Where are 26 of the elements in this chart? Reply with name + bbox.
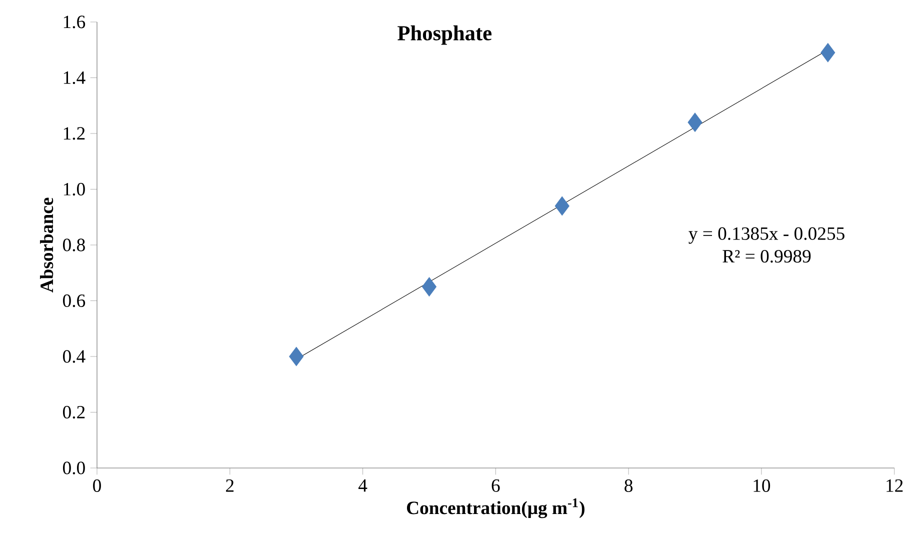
y-tick-label: 1.2 [64, 127, 85, 140]
y-axis-title: Absorbance [40, 198, 54, 293]
x-tick-label: 4 [358, 479, 368, 492]
y-tick-label: 1.4 [64, 71, 86, 84]
annotation: y = 0.1385x - 0.0255 [688, 227, 844, 244]
x-tick-label: 2 [226, 479, 234, 492]
point [422, 277, 436, 296]
y-tick-label: 0.4 [63, 350, 86, 363]
y-tick-label: 1.6 [64, 16, 86, 28]
y-tick-label: 0.2 [63, 406, 85, 419]
y-tick-label: 0.0 [63, 462, 85, 474]
y-tick-label: 1.0 [64, 182, 85, 196]
x-tick-label: 10 [754, 479, 770, 492]
annotation: R² = 0.9989 [722, 250, 811, 263]
x-tick-label: 6 [492, 479, 500, 492]
chart-title: Phosphate [398, 25, 492, 45]
point [820, 43, 836, 62]
point [289, 346, 304, 366]
point [554, 196, 570, 216]
x-tick-label: 0 [93, 479, 101, 492]
y-tick-label: 0.8 [63, 238, 85, 252]
x-tick-label: 8 [624, 479, 633, 492]
point [688, 112, 702, 132]
x-tick-label: 12 [886, 479, 903, 492]
x-axis-title: Concentration(μg m$^{-1}$) [406, 498, 584, 518]
y-tick-label: 0.6 [63, 294, 86, 308]
